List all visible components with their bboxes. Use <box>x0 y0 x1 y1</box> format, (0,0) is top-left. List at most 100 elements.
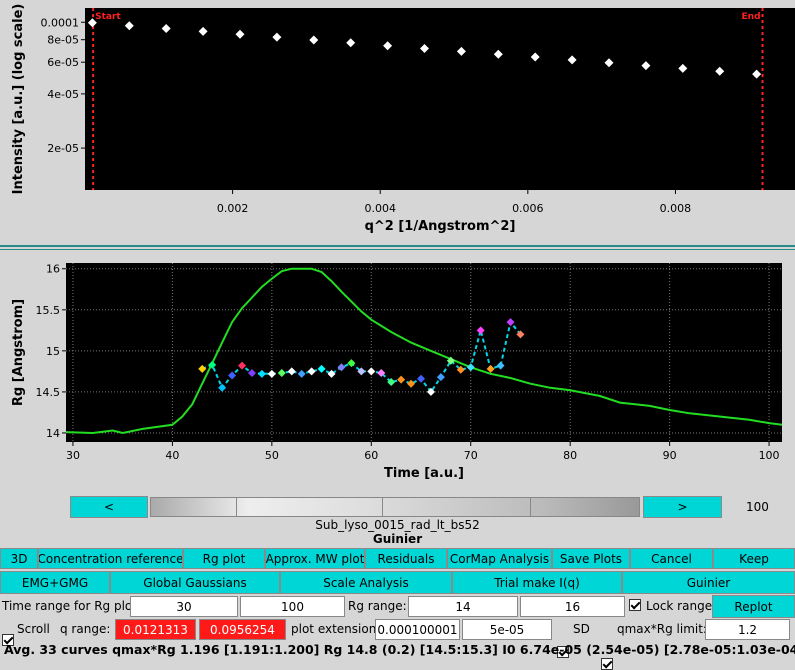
data-line <box>65 267 783 435</box>
toolbar-button[interactable]: Rg plot <box>183 548 265 569</box>
data-point <box>357 367 366 376</box>
data-point <box>247 369 256 378</box>
toolbar-button[interactable]: Residuals <box>365 548 447 569</box>
data-point <box>337 363 346 372</box>
x-tick-label: 0.008 <box>660 202 692 215</box>
toolbar-button[interactable]: CorMap Analysis <box>447 548 552 569</box>
data-point <box>407 379 416 388</box>
data-point <box>347 359 356 368</box>
slider-divider <box>530 497 531 517</box>
lock-range-checkbox[interactable] <box>629 599 641 611</box>
data-point <box>198 364 207 373</box>
data-point <box>397 375 406 384</box>
data-point <box>641 61 651 71</box>
data-point <box>228 371 237 380</box>
data-point <box>287 367 296 376</box>
toolbar-button[interactable]: Keep <box>713 548 795 569</box>
x-tick-label: 0.006 <box>512 202 544 215</box>
data-point <box>752 69 762 79</box>
data-point <box>493 49 503 59</box>
y-axis-label: Rg [Angstrom] <box>11 299 26 406</box>
data-point <box>124 21 134 31</box>
toolbar-button[interactable]: 3D <box>0 548 38 569</box>
prev-button[interactable]: < <box>70 496 148 518</box>
data-point <box>307 367 316 376</box>
data-point <box>257 369 266 378</box>
y-tick-label: 4e-05 <box>47 88 79 101</box>
qmax-input[interactable]: 1.2 <box>705 619 790 640</box>
data-point <box>476 326 485 335</box>
data-point <box>456 46 466 56</box>
data-point <box>567 55 577 65</box>
data-point <box>604 58 614 68</box>
data-point <box>277 369 286 378</box>
data-point <box>383 41 393 51</box>
x-tick-label: 70 <box>464 449 478 462</box>
data-point <box>198 26 208 36</box>
slider-track[interactable] <box>150 497 640 517</box>
y-axis-label: Intensity [a.u.] (log scale) <box>11 4 26 195</box>
data-point <box>238 361 247 370</box>
toolbar-button[interactable]: Guinier <box>622 571 795 594</box>
data-point <box>446 356 455 365</box>
data-point <box>346 38 356 48</box>
toolbar-button[interactable]: Global Gaussians <box>110 571 280 594</box>
file-label: Sub_lyso_0015_rad_lt_bs52 <box>315 518 480 532</box>
data-point <box>208 360 217 369</box>
x-tick-label: 0.004 <box>364 202 396 215</box>
separator <box>0 249 795 250</box>
data-point <box>267 369 276 378</box>
data-point <box>317 364 326 373</box>
toolbar-button[interactable]: Trial make I(q) <box>452 571 622 594</box>
data-point <box>87 18 97 28</box>
x-axis-label: q^2 [1/Angstrom^2] <box>365 219 516 234</box>
data-point <box>496 361 505 370</box>
plot-area <box>66 263 782 442</box>
time-from-input[interactable]: 30 <box>130 596 238 617</box>
toolbar-button[interactable]: Approx. MW plot <box>265 548 365 569</box>
data-point <box>272 32 282 42</box>
data-point <box>530 52 540 62</box>
rg-to-input[interactable]: 16 <box>520 596 625 617</box>
y-tick-label: 6e-05 <box>47 56 79 69</box>
data-point <box>486 364 495 373</box>
x-tick-label: 50 <box>265 449 279 462</box>
x-tick-label: 90 <box>663 449 677 462</box>
x-tick-label: 30 <box>66 449 80 462</box>
toolbar-button[interactable]: Concentration reference <box>38 548 183 569</box>
x-tick-label: 100 <box>759 449 780 462</box>
time-to-input[interactable]: 100 <box>240 596 345 617</box>
x-tick-label: 80 <box>563 449 577 462</box>
replot-button[interactable]: Replot <box>712 595 795 618</box>
data-point <box>161 24 171 34</box>
slider-value: 100 <box>746 500 769 514</box>
qmax-checkbox[interactable] <box>601 658 613 670</box>
extension-to-input[interactable]: 5e-05 <box>462 619 552 640</box>
rg-from-input[interactable]: 14 <box>408 596 518 617</box>
x-axis-label: Time [a.u.] <box>384 466 464 481</box>
status-bar: Avg. 33 curves qmax*Rg 1.196 [1.191:1.20… <box>4 641 795 657</box>
q-range-label: q range: <box>60 622 111 636</box>
q-from-input[interactable]: 0.0121313 <box>115 619 196 640</box>
scroll-checkbox[interactable] <box>2 634 14 646</box>
data-point <box>387 378 396 387</box>
toolbar-button[interactable]: EMG+GMG <box>0 571 110 594</box>
toolbar-button[interactable]: Save Plots <box>552 548 630 569</box>
x-tick-label: 40 <box>165 449 179 462</box>
data-point <box>436 373 445 382</box>
toolbar-button[interactable]: Cancel <box>630 548 713 569</box>
extension-from-input[interactable]: 0.000100001 <box>375 619 460 640</box>
y-tick-label: 15 <box>46 345 60 358</box>
data-point <box>218 383 227 392</box>
plot-area <box>85 8 795 190</box>
qmax-label: qmax*Rg limit: <box>617 622 707 636</box>
plot-extension-label: plot extension: <box>291 622 381 636</box>
data-point <box>420 43 430 53</box>
toolbar-button[interactable]: Scale Analysis <box>280 571 452 594</box>
y-tick-label: 0.0001 <box>41 16 80 29</box>
scroll-label: Scroll <box>17 622 50 636</box>
next-button[interactable]: > <box>643 496 722 518</box>
q-to-input[interactable]: 0.0956254 <box>199 619 286 640</box>
slider-divider <box>236 497 237 517</box>
